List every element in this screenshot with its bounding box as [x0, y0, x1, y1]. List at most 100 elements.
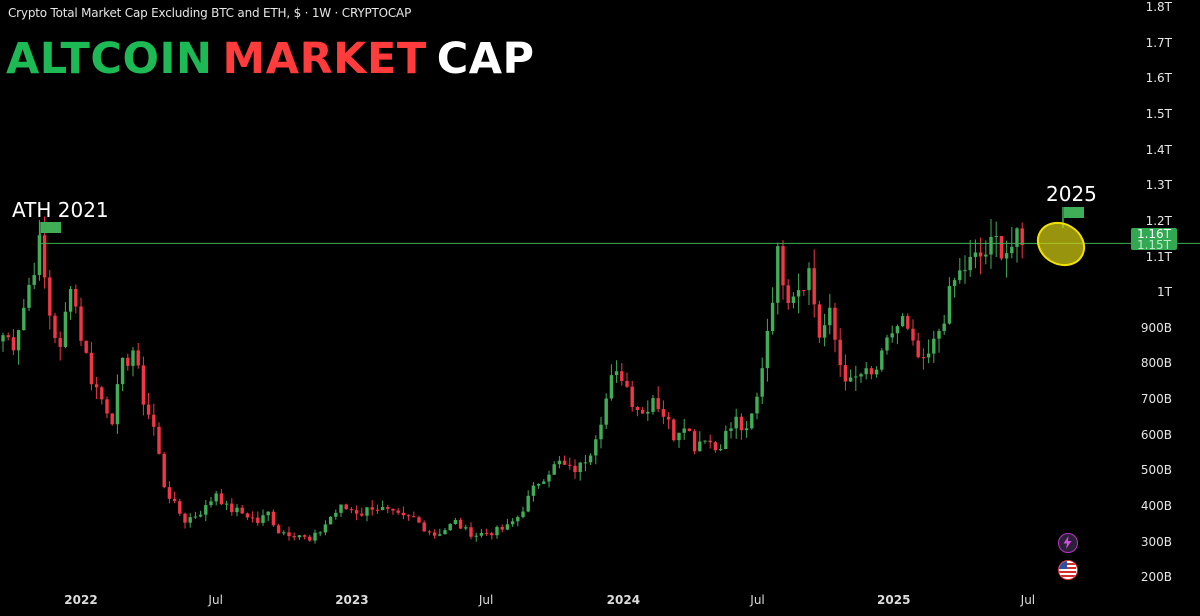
- candle-body: [646, 411, 650, 414]
- candle-body: [802, 290, 806, 292]
- candle-body: [495, 526, 499, 536]
- candle-body: [120, 357, 125, 385]
- candle-body: [869, 368, 874, 375]
- candle-body: [614, 371, 619, 376]
- candle-body: [765, 331, 770, 369]
- candle-body: [958, 270, 962, 281]
- candle-body: [973, 252, 978, 257]
- candle-body: [271, 511, 276, 526]
- candle-body: [287, 532, 291, 537]
- candle-body: [396, 510, 400, 513]
- candle-body: [838, 339, 842, 366]
- symbol-header[interactable]: Crypto Total Market Cap Excluding BTC an…: [8, 6, 412, 20]
- y-tick-label: 1.4T: [1145, 142, 1172, 157]
- candle-body: [365, 507, 369, 516]
- x-tick-label: Jul: [208, 593, 223, 607]
- y-tick-label: 500B: [1140, 463, 1172, 478]
- candle-body: [318, 532, 322, 534]
- candle-body: [906, 316, 910, 329]
- x-tick-label: 2023: [335, 593, 369, 607]
- candle-body: [250, 517, 255, 519]
- candle-body: [510, 521, 515, 525]
- candle-body: [386, 507, 390, 509]
- candle-body: [625, 380, 629, 387]
- title-word-altcoin: ALTCOIN: [6, 34, 213, 84]
- candle-body: [261, 515, 265, 523]
- candle-body: [469, 527, 473, 537]
- candle-body: [672, 419, 676, 441]
- candle-body: [230, 503, 234, 513]
- candle-body: [833, 307, 837, 340]
- candle-body: [152, 414, 156, 427]
- candle-body: [490, 533, 494, 536]
- candle-body: [500, 526, 504, 530]
- candle-body: [562, 460, 567, 465]
- candle-body: [328, 516, 333, 525]
- candle-body: [926, 353, 931, 358]
- candle-body: [859, 374, 863, 377]
- us-flag-icon[interactable]: [1058, 560, 1078, 580]
- y-tick-label: 1.3T: [1145, 178, 1172, 193]
- candle-body: [334, 512, 338, 517]
- candle-body: [110, 413, 114, 425]
- candle-body: [786, 285, 790, 303]
- candle-body: [640, 409, 645, 414]
- candle-body: [932, 338, 936, 354]
- candle-body: [968, 256, 972, 271]
- candle-body: [198, 514, 203, 517]
- bolt-icon[interactable]: [1058, 533, 1078, 553]
- candle-body: [921, 357, 926, 359]
- candle-body: [339, 504, 343, 513]
- candle-body: [505, 524, 510, 530]
- candle-body: [115, 384, 120, 425]
- ath-flag-icon: [39, 222, 61, 243]
- candle-body: [292, 536, 296, 538]
- candle-body: [401, 512, 406, 516]
- price-tag: 1.16T 1.15T: [1131, 228, 1177, 251]
- y-tick-label: 1.5T: [1145, 107, 1172, 122]
- candle-body: [713, 442, 718, 451]
- candle-body: [1020, 228, 1024, 246]
- candle-body: [703, 440, 707, 442]
- candle-body: [880, 350, 884, 370]
- x-tick-label: Jul: [1020, 593, 1036, 607]
- candle-body: [739, 416, 744, 431]
- candle-body: [162, 453, 166, 488]
- candle-body: [989, 236, 993, 255]
- y-tick-label: 900B: [1140, 320, 1172, 335]
- candle-body: [942, 323, 946, 331]
- candle-body: [22, 307, 26, 331]
- candle-body: [375, 509, 380, 511]
- candle-body: [854, 376, 858, 378]
- candle-body: [422, 522, 426, 532]
- candle-body: [479, 532, 484, 536]
- candle-body: [58, 337, 62, 347]
- candle-body: [552, 464, 556, 475]
- candle-body: [214, 493, 218, 502]
- candle-body: [807, 268, 811, 291]
- candle-body: [698, 441, 702, 452]
- candle-body: [812, 268, 816, 305]
- candle-body: [224, 503, 229, 505]
- candle-body: [443, 530, 447, 535]
- candle-body: [770, 302, 775, 332]
- candle-body: [635, 406, 640, 410]
- candle-body: [63, 311, 68, 347]
- candle-body: [126, 357, 130, 366]
- candles-group: [1, 216, 1024, 544]
- y-tick-label: 1.6T: [1145, 71, 1172, 86]
- x-tick-label: 2024: [606, 593, 641, 607]
- candle-body: [412, 516, 416, 518]
- candle-body: [1015, 228, 1019, 247]
- title-word-cap: CAP: [436, 34, 535, 84]
- overlay-title: ALTCOIN MARKET CAP: [6, 34, 545, 84]
- title-word-market: MARKET: [222, 34, 427, 84]
- candle-body: [354, 510, 359, 514]
- candle-body: [708, 440, 712, 443]
- y-tick-label: 400B: [1140, 499, 1172, 514]
- candle-body: [963, 270, 967, 272]
- candle-body: [900, 316, 905, 327]
- candle-body: [796, 290, 801, 297]
- candle-body: [27, 284, 31, 308]
